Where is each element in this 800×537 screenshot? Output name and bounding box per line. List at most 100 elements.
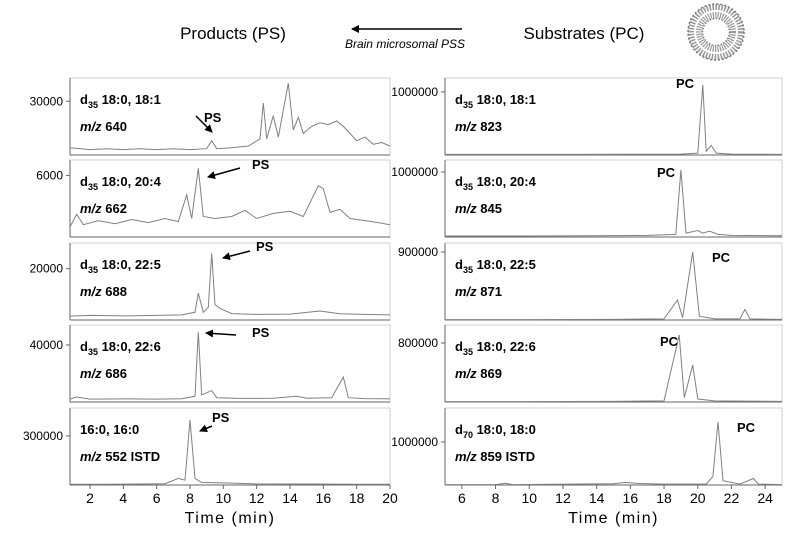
x-tick-label: 14 [282, 490, 298, 506]
compound-prefix: d [455, 174, 463, 189]
compound-name: 18:0, 20:4 [98, 174, 162, 189]
compound-label: d35 18:0, 18:1 [80, 92, 161, 110]
peak-label: PS [252, 157, 270, 172]
compound-name: 16:0, 16:0 [80, 422, 139, 437]
mz-label: m/z 845 [455, 201, 502, 216]
compound-name: 18:0, 20:4 [473, 174, 537, 189]
x-tick-label: 8 [186, 490, 194, 506]
mz-value: 552 ISTD [102, 449, 161, 464]
mz-label: m/z 869 [455, 366, 502, 381]
compound-name: 18:0, 18:1 [473, 92, 536, 107]
x-tick-label: 2 [86, 490, 94, 506]
compound-label: d35 18:0, 22:5 [455, 257, 536, 275]
chromatogram [70, 419, 390, 485]
peak-arrow [205, 329, 237, 338]
peak-label: PS [204, 110, 222, 125]
y-tick-label: 1000000 [391, 165, 438, 179]
y-tick-label: 300000 [23, 429, 63, 443]
x-tick-label: 14 [589, 490, 605, 506]
mz-label: m/z 686 [80, 366, 127, 381]
x-tick-label: 4 [119, 490, 127, 506]
compound-label: d35 18:0, 22:6 [455, 339, 536, 357]
peak-arrow [207, 167, 241, 179]
mz-value: 686 [102, 366, 127, 381]
compound-prefix: d [80, 92, 88, 107]
x-tick-label: 20 [690, 490, 706, 506]
y-tick-label: 800000 [398, 336, 438, 350]
panel-frame [444, 407, 783, 486]
x-tick-label: 16 [316, 490, 332, 506]
chromatogram [445, 421, 783, 486]
mz-value: 823 [477, 119, 502, 134]
peak-label: PS [256, 239, 274, 254]
compound-subscript: 70 [463, 430, 473, 440]
compound-name: 18:0, 18:0 [473, 422, 536, 437]
mz-label: m/z 662 [80, 201, 127, 216]
mz-prefix: m/z [455, 119, 477, 134]
compound-prefix: d [80, 339, 88, 354]
y-tick-label: 20000 [30, 262, 64, 276]
compound-prefix: d [455, 257, 463, 272]
compound-name: 18:0, 18:1 [98, 92, 161, 107]
chromatogram [69, 83, 391, 151]
x-tick-label: 18 [349, 490, 365, 506]
compound-label: d70 18:0, 18:0 [455, 422, 536, 440]
mz-label: m/z 552 ISTD [80, 449, 160, 464]
x-tick-label: 20 [382, 490, 398, 506]
compound-name: 18:0, 22:6 [98, 339, 161, 354]
compound-subscript: 35 [88, 265, 98, 275]
x-tick-label: 24 [757, 490, 773, 506]
panel-frame [69, 77, 391, 156]
mz-value: 859 ISTD [477, 449, 536, 464]
panel-frame [444, 324, 783, 403]
x-tick-label: 10 [521, 490, 537, 506]
mz-prefix: m/z [455, 366, 477, 381]
panel-frame [69, 242, 391, 321]
mz-value: 871 [477, 284, 502, 299]
compound-subscript: 35 [463, 100, 473, 110]
peak-label: PS [252, 325, 270, 340]
compound-label: 16:0, 16:0 [80, 422, 139, 437]
y-tick-label: 40000 [30, 338, 64, 352]
peak-arrow [195, 115, 213, 133]
peak-arrow [222, 250, 251, 261]
compound-label: d35 18:0, 22:5 [80, 257, 161, 275]
x-axis-title: Time (min) [185, 510, 276, 527]
peak-label: PC [676, 76, 695, 91]
x-tick-label: 18 [656, 490, 672, 506]
panel-frame [444, 242, 783, 321]
peak-label: PS [212, 410, 230, 425]
right-title: Substrates (PC) [524, 24, 645, 43]
compound-name: 18:0, 22:5 [98, 257, 161, 272]
compound-subscript: 35 [88, 347, 98, 357]
compound-prefix: d [455, 422, 463, 437]
x-tick-label: 8 [492, 490, 500, 506]
mz-label: m/z 823 [455, 119, 502, 134]
compound-subscript: 35 [463, 265, 473, 275]
chromatogram [445, 170, 783, 237]
mz-value: 845 [477, 201, 502, 216]
x-tick-label: 22 [724, 490, 740, 506]
mz-value: 688 [102, 284, 127, 299]
x-tick-label: 6 [153, 490, 161, 506]
peak-label: PC [660, 334, 679, 349]
x-axis-title: Time (min) [568, 510, 659, 527]
compound-prefix: d [455, 339, 463, 354]
chromatogram [69, 253, 391, 317]
mz-prefix: m/z [80, 366, 102, 381]
mz-value: 869 [477, 366, 502, 381]
chromatogram [69, 332, 391, 400]
x-tick-label: 6 [458, 490, 466, 506]
x-tick-label: 12 [555, 490, 571, 506]
panel-frame [69, 407, 391, 486]
arrow-label: Brain microsomal PSS [345, 37, 465, 51]
mz-value: 662 [102, 201, 127, 216]
peak-label: PC [657, 165, 676, 180]
chromatogram [445, 251, 783, 321]
peak-label: PC [737, 420, 756, 435]
mz-prefix: m/z [455, 284, 477, 299]
mz-prefix: m/z [80, 201, 102, 216]
y-tick-label: 1000000 [391, 85, 438, 99]
panel-frame [444, 77, 783, 156]
